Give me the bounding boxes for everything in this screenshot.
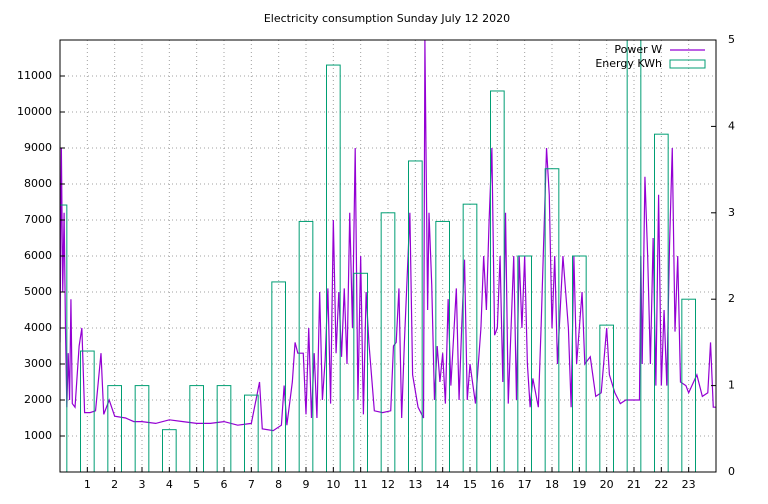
- x-tick-label: 21: [627, 478, 641, 491]
- x-tick-label: 5: [193, 478, 200, 491]
- energy-box: [681, 298, 696, 472]
- x-tick-label: 9: [303, 478, 310, 491]
- energy-box: [162, 429, 177, 472]
- energy-box: [572, 255, 587, 472]
- x-tick-label: 7: [248, 478, 255, 491]
- x-tick-label: 17: [518, 478, 532, 491]
- x-tick-label: 22: [654, 478, 668, 491]
- y-tick-label: 8000: [24, 177, 52, 190]
- x-tick-label: 14: [436, 478, 450, 491]
- x-tick-label: 23: [682, 478, 696, 491]
- y-tick-label: 6000: [24, 249, 52, 262]
- energy-box: [326, 64, 341, 472]
- axes-group: 1 2 3 4 5 6 7 8 9 10 11 12 13 14 15 16 17 18 19 20 21 22 23100…: [17, 33, 735, 491]
- energy-box: [544, 168, 560, 472]
- x-tick-label: 20: [600, 478, 614, 491]
- energy-box: [244, 394, 259, 472]
- energy-box: [353, 272, 369, 472]
- energy-box: [107, 385, 123, 472]
- legend-label: Energy KWh: [595, 57, 662, 70]
- energy-box: [462, 203, 478, 472]
- chart-title: Electricity consumption Sunday July 12 2…: [264, 12, 510, 25]
- energy-box: [189, 385, 204, 472]
- y2-tick-label: 2: [728, 292, 735, 305]
- legend-swatch: [669, 59, 706, 69]
- power-line: [60, 40, 716, 432]
- energy-box: [216, 385, 232, 472]
- x-tick-label: 4: [166, 478, 173, 491]
- x-tick-label: 2: [111, 478, 118, 491]
- energy-box: [517, 255, 532, 472]
- energy-box: [626, 40, 642, 472]
- y2-tick-label: 1: [728, 379, 735, 392]
- x-tick-label: 13: [408, 478, 422, 491]
- x-tick-label: 15: [463, 478, 477, 491]
- energy-box: [298, 220, 314, 472]
- y-tick-label: 7000: [24, 213, 52, 226]
- energy-box: [271, 281, 287, 472]
- y-tick-label: 10000: [17, 105, 52, 118]
- x-tick-label: 11: [354, 478, 368, 491]
- y-tick-label: 5000: [24, 285, 52, 298]
- plot-area: [60, 40, 716, 472]
- energy-box: [134, 385, 150, 472]
- y-tick-label: 9000: [24, 141, 52, 154]
- y-tick-label: 11000: [17, 69, 52, 82]
- x-tick-label: 10: [326, 478, 340, 491]
- energy-box: [599, 324, 614, 472]
- y2-tick-label: 5: [728, 33, 735, 46]
- y-tick-label: 3000: [24, 357, 52, 370]
- legend-label: Power W: [614, 43, 662, 56]
- y-tick-label: 2000: [24, 393, 52, 406]
- y-tick-label: 1000: [24, 429, 52, 442]
- x-tick-label: 3: [139, 478, 146, 491]
- x-tick-label: 19: [572, 478, 586, 491]
- y2-tick-label: 3: [728, 206, 735, 219]
- y2-tick-label: 0: [728, 465, 735, 478]
- energy-box: [408, 160, 423, 472]
- x-tick-label: 18: [545, 478, 559, 491]
- y-tick-label: 4000: [24, 321, 52, 334]
- energy-box: [80, 350, 95, 472]
- y2-tick-label: 4: [728, 119, 735, 132]
- energy-box: [380, 212, 396, 472]
- x-tick-label: 6: [221, 478, 228, 491]
- x-tick-label: 8: [275, 478, 282, 491]
- x-tick-label: 16: [490, 478, 504, 491]
- x-tick-label: 1: [84, 478, 91, 491]
- energy-box: [654, 133, 669, 472]
- energy-box: [435, 220, 451, 472]
- x-tick-label: 12: [381, 478, 395, 491]
